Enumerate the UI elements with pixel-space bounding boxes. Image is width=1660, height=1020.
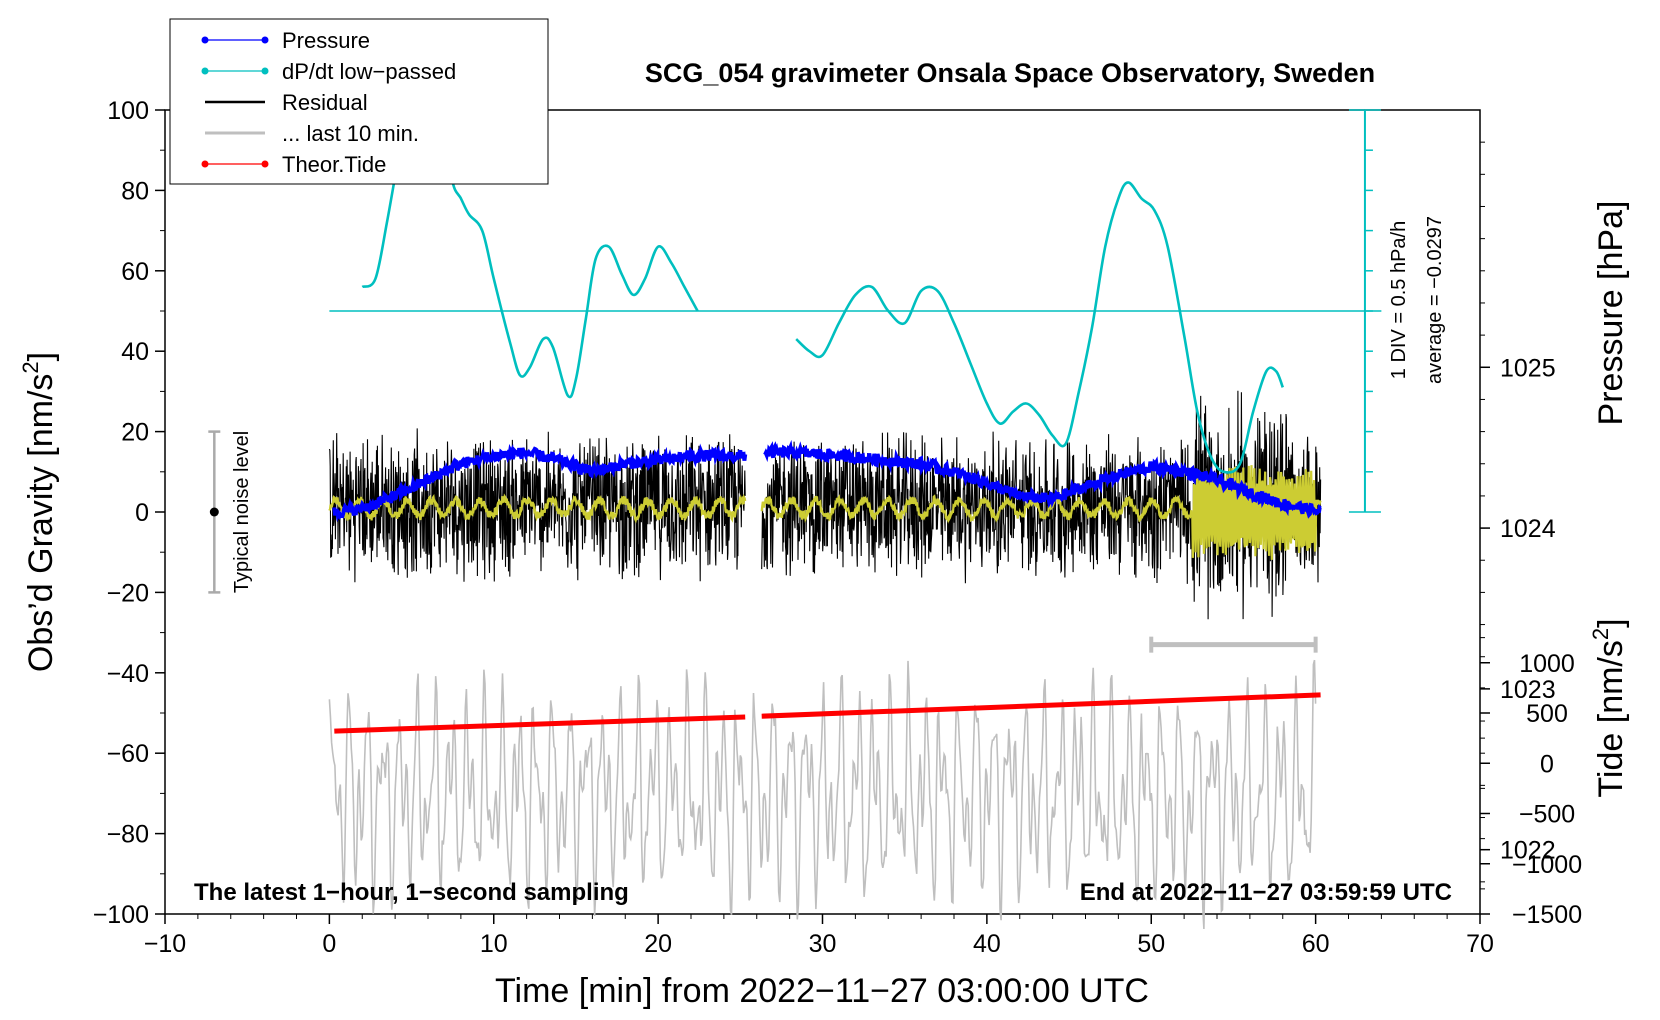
y-axis-title-left: Obs’d Gravity [nm/s2]: [18, 352, 60, 672]
x-tick-label: 70: [1466, 930, 1494, 958]
pressure-tick-label: 1023: [1500, 676, 1556, 704]
x-tick-label: 40: [973, 930, 1001, 958]
noise-level-label: Typical noise level: [231, 431, 253, 593]
x-tick-label: 0: [322, 930, 336, 958]
y-tick-label: −80: [107, 821, 149, 849]
y-tick-label: 40: [121, 338, 149, 366]
theor-tide-line: [761, 692, 1321, 719]
y-tick-label: −40: [107, 660, 149, 688]
y-axis-title-left-sup: 2: [18, 361, 43, 373]
y-axis-title-left-main: Obs’d Gravity [nm/s: [22, 374, 60, 673]
y-tick-label: −60: [107, 740, 149, 768]
legend-label: Pressure: [282, 28, 370, 53]
y-tick-label: 80: [121, 177, 149, 205]
x-tick-label: 20: [644, 930, 672, 958]
residual-smoothed-line: [760, 465, 1322, 560]
annotations: [208, 109, 1382, 653]
x-tick-label: 60: [1302, 930, 1330, 958]
legend-marker: [261, 160, 269, 168]
x-tick-label: 10: [480, 930, 508, 958]
pressure-tick-label: 1024: [1500, 515, 1556, 543]
x-tick-label: 30: [809, 930, 837, 958]
noise-bar-center: [209, 507, 219, 517]
x-tick-label: 50: [1137, 930, 1165, 958]
residual-line: [328, 428, 746, 583]
legend-marker: [201, 160, 209, 168]
legend-box: [169, 18, 549, 185]
y-axis-title-tide: Tide [nm/s2]: [1588, 618, 1630, 797]
theor-tide-line: [334, 714, 746, 734]
y-tick-label: 100: [107, 97, 149, 125]
y-axis-title-pressure: Pressure [hPa]: [1592, 201, 1630, 426]
legend-label: ... last 10 min.: [282, 121, 419, 146]
legend-label: Theor.Tide: [282, 152, 386, 177]
y-axis-title-tide-main: Tide [nm/s: [1592, 640, 1630, 797]
residual-smoothed-series: [328, 465, 1322, 560]
y-tick-label: −100: [93, 901, 149, 929]
legend-label: Residual: [282, 90, 368, 115]
scale-bar-div-label: 1 DIV = 0.5 hPa/h: [1388, 221, 1410, 379]
residual-smoothed-line: [328, 493, 747, 524]
chart-title: SCG_054 gravimeter Onsala Space Observat…: [645, 58, 1375, 88]
dpdt-line: [795, 181, 1285, 474]
pressure-tick-label: 1022: [1500, 837, 1556, 865]
y-tick-label: 60: [121, 258, 149, 286]
y-axis-title-left-end: ]: [22, 352, 60, 361]
legend-marker: [201, 67, 209, 75]
x-axis-title: Time [min] from 2022−11−27 03:00:00 UTC: [495, 972, 1149, 1010]
y-axis-title-tide-sup: 2: [1588, 628, 1613, 640]
legend-marker: [261, 36, 269, 44]
y-tick-label: 0: [135, 499, 149, 527]
theor-tide-series: [334, 692, 1321, 734]
axes: −10 0 10 20 30 40 50 60 70100806040200−20−40−60−…: [93, 97, 1582, 958]
y-tick-label: −20: [107, 579, 149, 607]
legend-label: dP/dt low−passed: [282, 59, 456, 84]
tide-tick-label: 0: [1540, 750, 1554, 778]
pressure-line: [763, 439, 1322, 519]
tide-tick-label: −1000: [1512, 851, 1582, 879]
bottom-right-note: End at 2022−11−27 03:59:59 UTC: [1080, 879, 1452, 906]
pressure-tick-label: 1025: [1500, 354, 1556, 382]
pressure-series: [332, 439, 1322, 523]
legend-items: Pressure dP/dt low−passed Residual ... last…: [201, 28, 456, 177]
tide-tick-label: 1000: [1519, 650, 1575, 678]
tide-tick-label: −1500: [1512, 901, 1582, 929]
legend: Pressure dP/dt low−passed Residual ... last…: [169, 18, 549, 185]
bottom-left-note: The latest 1−hour, 1−second sampling: [194, 879, 629, 906]
y-axis-title-tide-end: ]: [1592, 618, 1630, 627]
legend-marker: [261, 67, 269, 75]
tide-tick-label: 500: [1526, 700, 1568, 728]
pressure-line: [332, 443, 748, 523]
x-tick-label: −10: [144, 930, 186, 958]
legend-marker: [201, 36, 209, 44]
tide-tick-label: −500: [1519, 801, 1575, 829]
y-tick-label: 20: [121, 419, 149, 447]
scale-bar-average-label: average = −0.0297: [1424, 216, 1446, 384]
